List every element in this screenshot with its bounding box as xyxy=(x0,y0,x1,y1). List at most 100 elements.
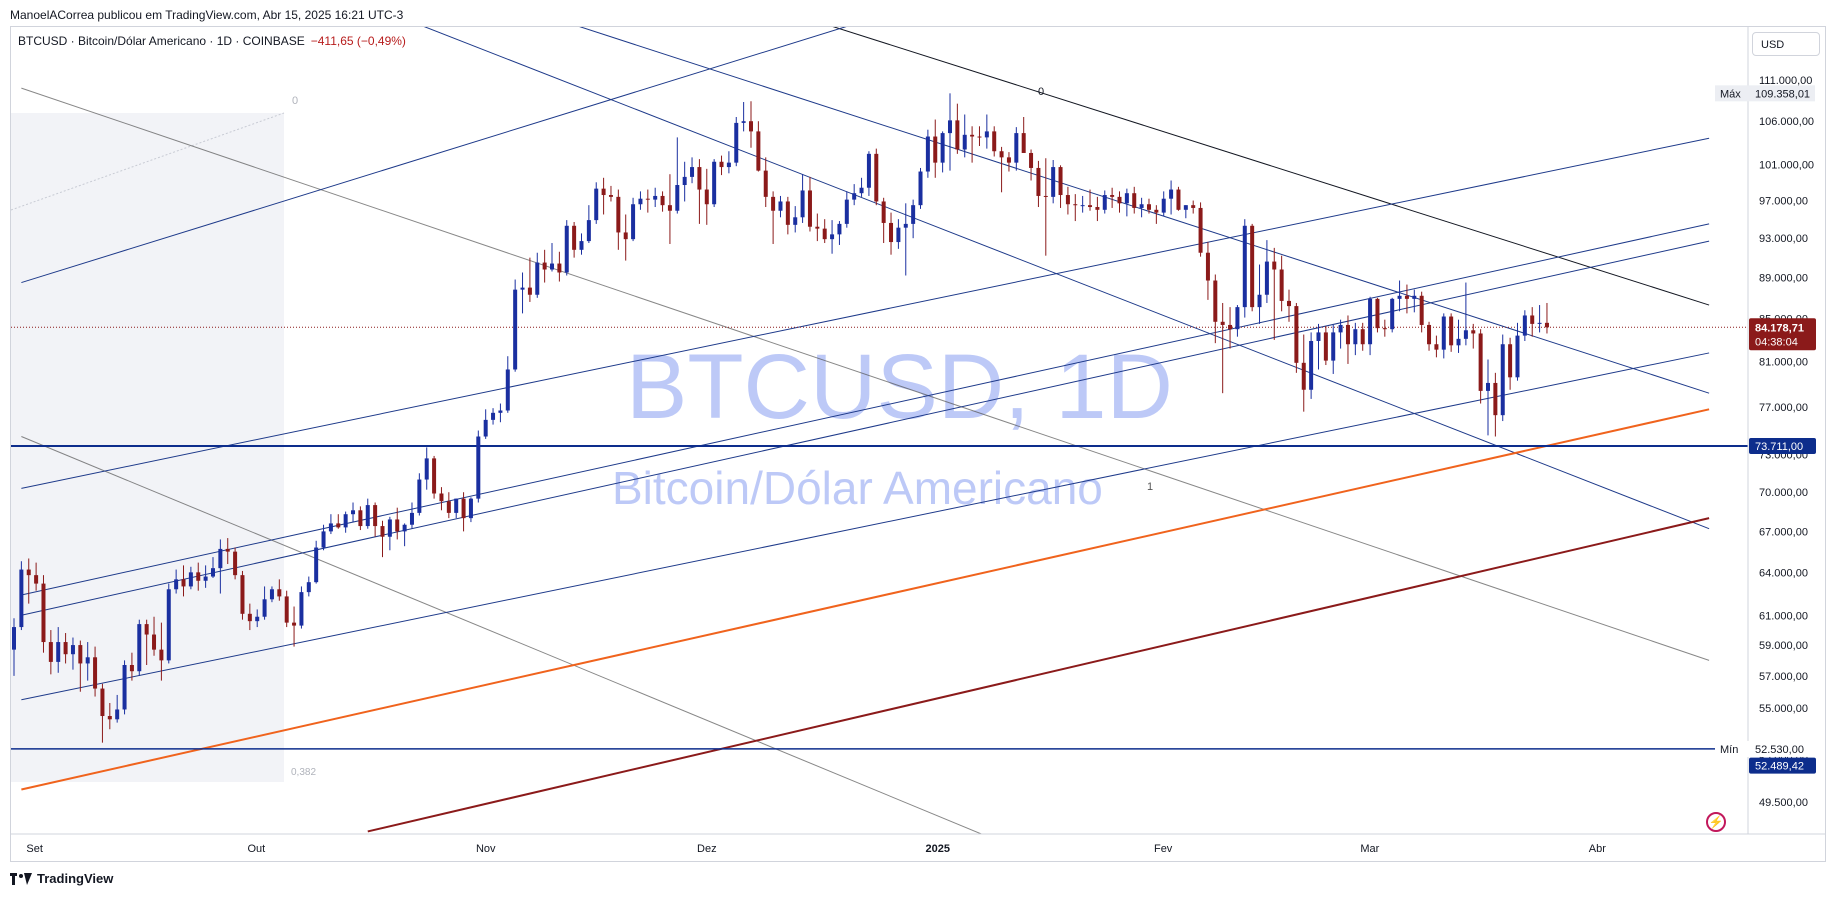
candle xyxy=(292,606,297,647)
candle xyxy=(1530,307,1535,337)
candle xyxy=(778,195,783,218)
candle-body xyxy=(542,262,547,270)
candle-body xyxy=(1508,344,1513,378)
candle-body xyxy=(432,458,437,494)
price-tick-label: 111.000,00 xyxy=(1759,75,1812,87)
candle xyxy=(1110,187,1115,208)
candle xyxy=(1412,289,1417,313)
candle-body xyxy=(358,510,363,527)
candle-body xyxy=(1257,294,1262,308)
candle xyxy=(336,514,341,529)
candle-body xyxy=(1544,322,1549,328)
candle xyxy=(726,151,731,174)
candle-body xyxy=(579,241,584,250)
candle-body xyxy=(1198,207,1203,253)
candle xyxy=(1036,160,1041,208)
candle-body xyxy=(468,498,473,519)
currency-selector[interactable]: USD xyxy=(1752,32,1820,56)
candle xyxy=(1080,195,1085,213)
candle-body xyxy=(984,131,989,138)
candle xyxy=(85,642,90,681)
candle-body xyxy=(1250,225,1255,308)
gray-diagonal-upper-line[interactable] xyxy=(21,87,1710,661)
candle-body xyxy=(85,657,90,664)
candle-body xyxy=(122,664,127,710)
candle xyxy=(1471,323,1476,349)
candle xyxy=(1220,302,1225,394)
candle-body xyxy=(859,187,864,194)
candle-body xyxy=(277,589,282,597)
candle xyxy=(1544,302,1549,334)
candle-body xyxy=(933,136,938,163)
trend-lines[interactable] xyxy=(21,0,1710,897)
price-tick-label: 61.000,00 xyxy=(1759,610,1808,622)
candle xyxy=(1316,323,1321,370)
channel-lower-line[interactable] xyxy=(21,352,1710,701)
horizontal-levels[interactable] xyxy=(11,326,1748,750)
candle xyxy=(1279,255,1284,312)
candle xyxy=(476,430,481,503)
time-axis[interactable]: Set Out Nov Dez 2025 Fev Mar Abr xyxy=(26,843,1606,855)
black-resistance-line[interactable] xyxy=(758,3,1710,306)
channel-mid-2-line[interactable] xyxy=(21,223,1710,596)
candle xyxy=(889,212,894,255)
price-tick-label: 81.000,00 xyxy=(1759,357,1808,369)
candle-body xyxy=(704,189,709,205)
candle-body xyxy=(48,642,53,662)
candle-body xyxy=(336,523,341,528)
candle-body xyxy=(1139,204,1144,208)
candle-body xyxy=(1500,344,1505,416)
candle xyxy=(468,497,473,523)
candle-body xyxy=(992,131,997,152)
candle xyxy=(107,702,112,730)
candle-body xyxy=(417,479,422,513)
candle-body xyxy=(152,634,157,650)
tradingview-brand[interactable]: TradingView xyxy=(10,871,113,886)
candle xyxy=(1441,313,1446,359)
candle-body xyxy=(911,205,916,224)
price-tick-label: 57.000,00 xyxy=(1759,671,1808,683)
candle xyxy=(667,174,672,244)
candle xyxy=(1264,240,1269,303)
candle xyxy=(1390,297,1395,333)
descending-channel-lower-line[interactable] xyxy=(383,10,1710,530)
candle xyxy=(535,252,540,298)
candle-body xyxy=(601,188,606,196)
candle xyxy=(1198,202,1203,257)
candle-body xyxy=(159,649,164,661)
candle xyxy=(1029,149,1034,181)
current-price-label-bg xyxy=(1749,318,1816,351)
lightning-icon[interactable]: ⚡ xyxy=(1706,812,1726,832)
candle-body xyxy=(1058,167,1063,196)
candle xyxy=(432,455,437,499)
candle-body xyxy=(34,575,39,584)
candle-body xyxy=(56,642,61,662)
candle-body xyxy=(26,569,31,576)
candle-body xyxy=(262,599,267,617)
candle xyxy=(159,622,164,681)
candle xyxy=(1287,289,1292,322)
candle-body xyxy=(210,568,215,577)
candle xyxy=(343,511,348,533)
candle-body xyxy=(314,547,319,583)
gray-diagonal-lower-line[interactable] xyxy=(21,436,1134,897)
orange-support-line[interactable] xyxy=(21,408,1710,791)
channel-mid-1-line[interactable] xyxy=(21,137,1710,489)
maroon-support-line[interactable] xyxy=(367,517,1710,833)
candle-body xyxy=(1036,167,1041,196)
symbol-info[interactable]: BTCUSD · Bitcoin/Dólar Americano · 1D · … xyxy=(18,34,406,48)
chart-frame xyxy=(10,26,1826,862)
channel-upper-steep-line[interactable] xyxy=(21,0,1016,284)
candle-body xyxy=(697,167,702,190)
channel-mid-3-line[interactable] xyxy=(21,240,1710,616)
price-tick-label: 64.000,00 xyxy=(1759,567,1808,579)
candle xyxy=(1537,305,1542,333)
candle-body xyxy=(365,505,370,527)
candle xyxy=(734,117,739,167)
candle-body xyxy=(1095,207,1100,210)
candle-body xyxy=(343,514,348,528)
candle-body xyxy=(837,223,842,235)
candle-body xyxy=(1021,133,1026,153)
candle xyxy=(1058,165,1063,208)
